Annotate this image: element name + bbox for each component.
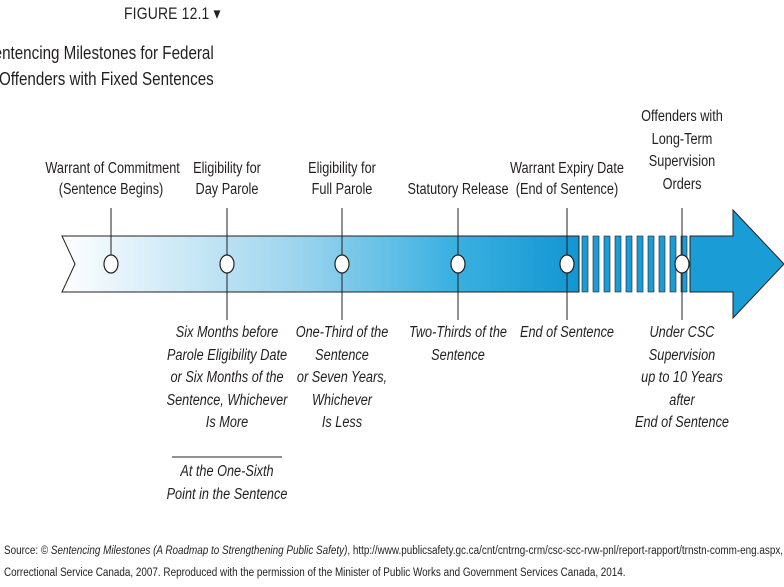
label-line: (Sentence Begins) [58,181,164,198]
detail-line: or Six Months of the [170,369,284,386]
milestone-detail-full-parole: One-Third of the Sentence or Seven Years… [257,322,427,435]
label-line: Day Parole [195,181,259,198]
arrow-stripe [625,235,633,293]
detail-line: Six Months before [175,324,279,341]
source-line-1: Source: © Sentencing Milestones (A Roadm… [4,540,783,562]
label-line: Eligibility for [308,160,376,177]
milestone-detail-warrant-expiry: End of Sentence [482,322,652,345]
detail-line: or Seven Years, [296,369,388,386]
arrow-stripe [658,235,666,293]
detail-line: Sentence, Whichever [166,391,288,409]
milestone-detail-statutory-release: Two-Thirds of the Sentence [373,322,543,367]
figure-title: Sentencing Milestones for Federal Offend… [0,40,214,92]
detail-line: up to 10 Years [641,369,723,386]
figure-label: FIGURE 12.1 ▾ [124,4,221,23]
milestone-markers [103,254,690,274]
label-line: Eligibility for [193,160,261,177]
label-line: Statutory Release [407,181,509,198]
arrow-body [61,235,580,293]
arrow-stripe [592,235,600,293]
arrow-stripe [647,235,655,293]
milestone-label-full-parole: Eligibility for Full Parole [262,158,422,200]
source-url: , http://www.publicsafety.gc.ca/cnt/cntr… [347,545,784,557]
detail-line: Two-Thirds of the [409,324,507,341]
source-line-2: Correctional Service Canada, 2007. Repro… [4,567,626,579]
label-line: Orders [662,175,702,193]
milestone-label-long-term-supervision: Offenders with Long-Term Supervision Ord… [602,106,762,196]
label-line: (End of Sentence) [515,181,619,198]
detail-line: Parole Eligibility Date [166,346,288,364]
label-line: Offenders with [641,108,723,125]
figure-title-line: Offenders with Fixed Sentences [0,68,214,89]
milestone-detail-long-term-supervision: Under CSC Supervision up to 10 Years aft… [597,322,767,435]
detail-line: Sentence [431,346,485,364]
detail-line: Supervision [648,346,716,364]
milestone-marker [450,254,466,274]
arrow-stripe [636,235,644,293]
milestone-marker [674,254,690,274]
figure-title-line: Sentencing Milestones for Federal [0,42,214,63]
label-line: Supervision [648,153,716,170]
milestone-label-day-parole: Eligibility for Day Parole [147,158,307,200]
milestone-marker [103,254,119,274]
label-line: Full Parole [311,181,373,198]
milestone-marker [334,254,350,274]
source-title: Sentencing Milestones (A Roadmap to Stre… [50,545,348,557]
detail-line: Sentence [315,346,369,364]
detail-line: after [669,391,695,409]
milestone-marker [219,254,235,274]
label-line: Warrant of Commitment [45,160,180,177]
arrow-stripe [603,235,611,293]
arrow-stripe [581,235,589,293]
arrow-stripe [614,235,622,293]
milestone-detail-day-parole-alt: At the One-Sixth Point in the Sentence [142,461,312,506]
label-line: Warrant Expiry Date [510,160,624,177]
source-prefix: Source: © [4,545,51,557]
label-line: Long-Term [651,130,713,148]
milestone-label-warrant-of-commitment: Warrant of Commitment (Sentence Begins) [31,158,191,200]
detail-line: Is More [205,414,249,431]
detail-line: Point in the Sentence [166,485,288,503]
arrow-stripes [581,235,688,293]
source-note: Source: © Sentencing Milestones (A Roadm… [4,540,784,584]
detail-line: One-Third of the [295,324,389,341]
arrow-head [689,208,784,320]
detail-line: Whichever [311,391,373,409]
milestone-label-statutory-release: Statutory Release [378,179,538,200]
detail-line: At the One-Sixth [180,463,274,480]
milestone-marker [559,254,575,274]
detail-line: Is Less [321,414,363,431]
detail-line: End of Sentence [520,324,614,341]
detail-line: End of Sentence [635,414,729,431]
detail-line: Under CSC [649,324,715,341]
milestone-label-warrant-expiry: Warrant Expiry Date (End of Sentence) [487,158,647,200]
milestone-detail-day-parole: Six Months before Parole Eligibility Dat… [142,322,312,435]
